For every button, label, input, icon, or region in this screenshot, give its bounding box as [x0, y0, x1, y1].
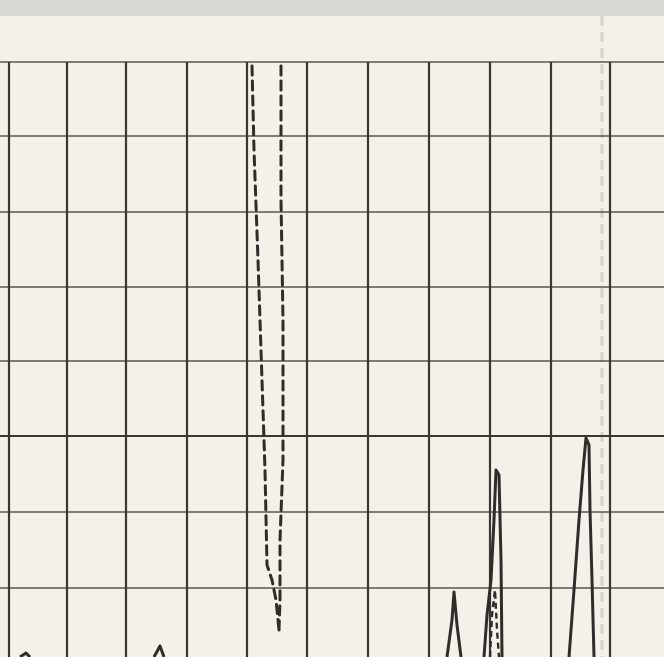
small-peak-mid	[152, 644, 166, 657]
grid-vertical-lines	[7, 62, 612, 657]
peak-cluster-b	[482, 468, 504, 657]
grid-horizontal-lines	[0, 61, 664, 589]
small-peak-left	[19, 651, 32, 657]
dashed-trace-left	[250, 64, 281, 632]
chart-paper	[0, 16, 664, 657]
peak-cluster-a	[445, 590, 463, 657]
tall-peak-right	[567, 436, 596, 657]
top-border-strip	[0, 0, 664, 16]
dashed-trace	[250, 64, 285, 632]
solid-trace	[19, 436, 596, 657]
dashed-trace-right	[277, 64, 285, 632]
